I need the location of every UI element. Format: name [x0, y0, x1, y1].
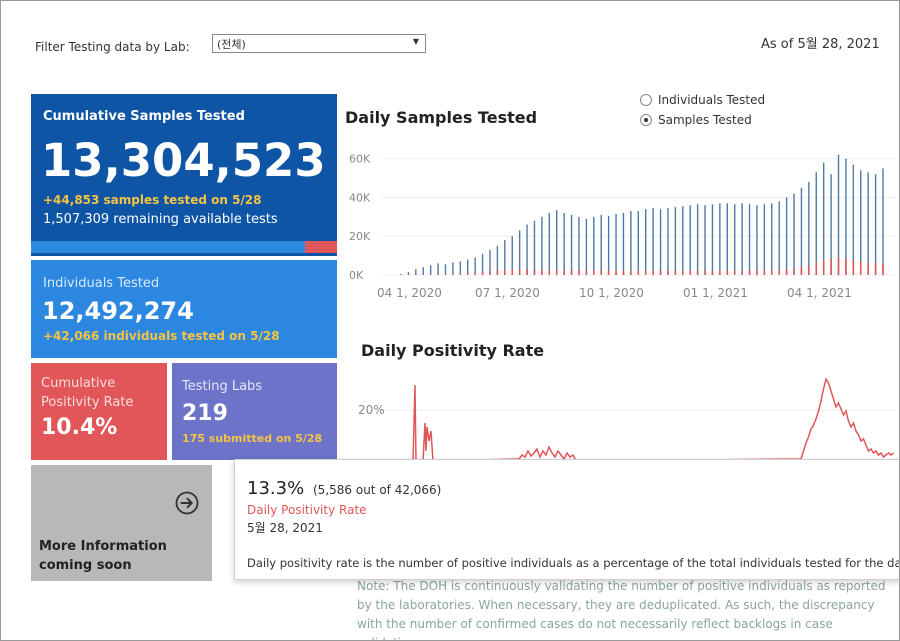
- samples-tested-today: +44,853 samples tested on 5/28: [43, 193, 262, 207]
- x-tick-label: 10 1, 2020: [579, 286, 644, 300]
- individuals-tested-tile[interactable]: Individuals Tested 12,492,274 +42,066 in…: [31, 260, 337, 358]
- tooltip-date: 5월 28, 2021: [247, 521, 323, 535]
- tests-usage-bar: [31, 241, 337, 253]
- radio-samples-circle[interactable]: [640, 114, 652, 126]
- lab-filter-select[interactable]: (전체) ▼: [212, 34, 426, 53]
- labs-submitted-today: 175 submitted on 5/28: [182, 432, 323, 445]
- filter-label: Filter Testing data by Lab:: [35, 40, 190, 54]
- radio-samples-tested[interactable]: Samples Tested: [640, 113, 752, 127]
- y-tick-label: 0K: [349, 269, 364, 282]
- y-tick-label: 40K: [349, 191, 371, 204]
- cumulative-samples-tile[interactable]: Cumulative Samples Tested 13,304,523 +44…: [31, 94, 337, 256]
- testing-labs-label: Testing Labs: [182, 379, 263, 394]
- positivity-tooltip: 13.3% (5,586 out of 42,066) Daily Positi…: [234, 459, 900, 580]
- daily-samples-chart[interactable]: 0K 20K 40K 60K 04 1, 2020 07 1, 2020 10 1, 202…: [341, 141, 896, 311]
- radio-samples-label: Samples Tested: [658, 113, 752, 127]
- remaining-tests: 1,507,309 remaining available tests: [43, 212, 278, 227]
- x-tick-label: 07 1, 2020: [475, 286, 540, 300]
- testing-labs-value: 219: [182, 401, 228, 426]
- cumulative-samples-value: 13,304,523: [41, 134, 326, 187]
- dropdown-arrow-icon[interactable]: ▼: [412, 37, 419, 46]
- tooltip-description: Daily positivity rate is the number of p…: [247, 556, 900, 570]
- tooltip-desc-rest: is the number of positive individuals as…: [359, 556, 900, 570]
- radio-individuals-label: Individuals Tested: [658, 93, 766, 107]
- radio-individuals-tested[interactable]: Individuals Tested: [640, 93, 765, 107]
- y-tick-20pct: 20%: [358, 403, 385, 417]
- lab-filter-value: (전체): [217, 38, 246, 51]
- individuals-tested-label: Individuals Tested: [43, 276, 160, 291]
- positivity-rate-tile[interactable]: Cumulative Positivity Rate 10.4%: [31, 363, 167, 460]
- tooltip-desc-bold: Daily positivity rate: [247, 556, 360, 570]
- x-tick-label: 04 1, 2021: [787, 286, 852, 300]
- individuals-tested-value: 12,492,274: [42, 297, 194, 325]
- tooltip-detail: (5,586 out of 42,066): [313, 483, 442, 497]
- y-tick-label: 60K: [349, 153, 371, 166]
- cumulative-samples-label: Cumulative Samples Tested: [43, 109, 245, 124]
- testing-labs-tile[interactable]: Testing Labs 219 175 submitted on 5/28: [172, 363, 337, 460]
- validation-note: Note: The DOH is continuously validating…: [357, 579, 886, 640]
- daily-positivity-chart[interactable]: 20%: [341, 371, 896, 461]
- arrow-circle-right-icon[interactable]: [175, 491, 199, 515]
- more-info-tile[interactable]: More Information coming soon: [31, 465, 212, 581]
- y-tick-label: 20K: [349, 230, 371, 243]
- positivity-rate-value: 10.4%: [41, 415, 118, 440]
- tooltip-measure-name: Daily Positivity Rate: [247, 503, 367, 517]
- radio-individuals-circle[interactable]: [640, 94, 652, 106]
- tooltip-percentage: 13.3%: [247, 478, 305, 499]
- daily-positivity-title: Daily Positivity Rate: [361, 341, 545, 360]
- positivity-rate-label: Cumulative Positivity Rate: [41, 376, 134, 410]
- as-of-date: As of 5월 28, 2021: [761, 37, 880, 52]
- x-tick-label: 04 1, 2020: [377, 286, 442, 300]
- daily-samples-title: Daily Samples Tested: [345, 108, 538, 127]
- x-tick-label: 01 1, 2021: [683, 286, 748, 300]
- tests-remaining-bar: [305, 241, 337, 253]
- more-info-label: More Information coming soon: [39, 539, 167, 573]
- individuals-tested-today: +42,066 individuals tested on 5/28: [43, 329, 280, 343]
- positivity-line[interactable]: [412, 377, 894, 461]
